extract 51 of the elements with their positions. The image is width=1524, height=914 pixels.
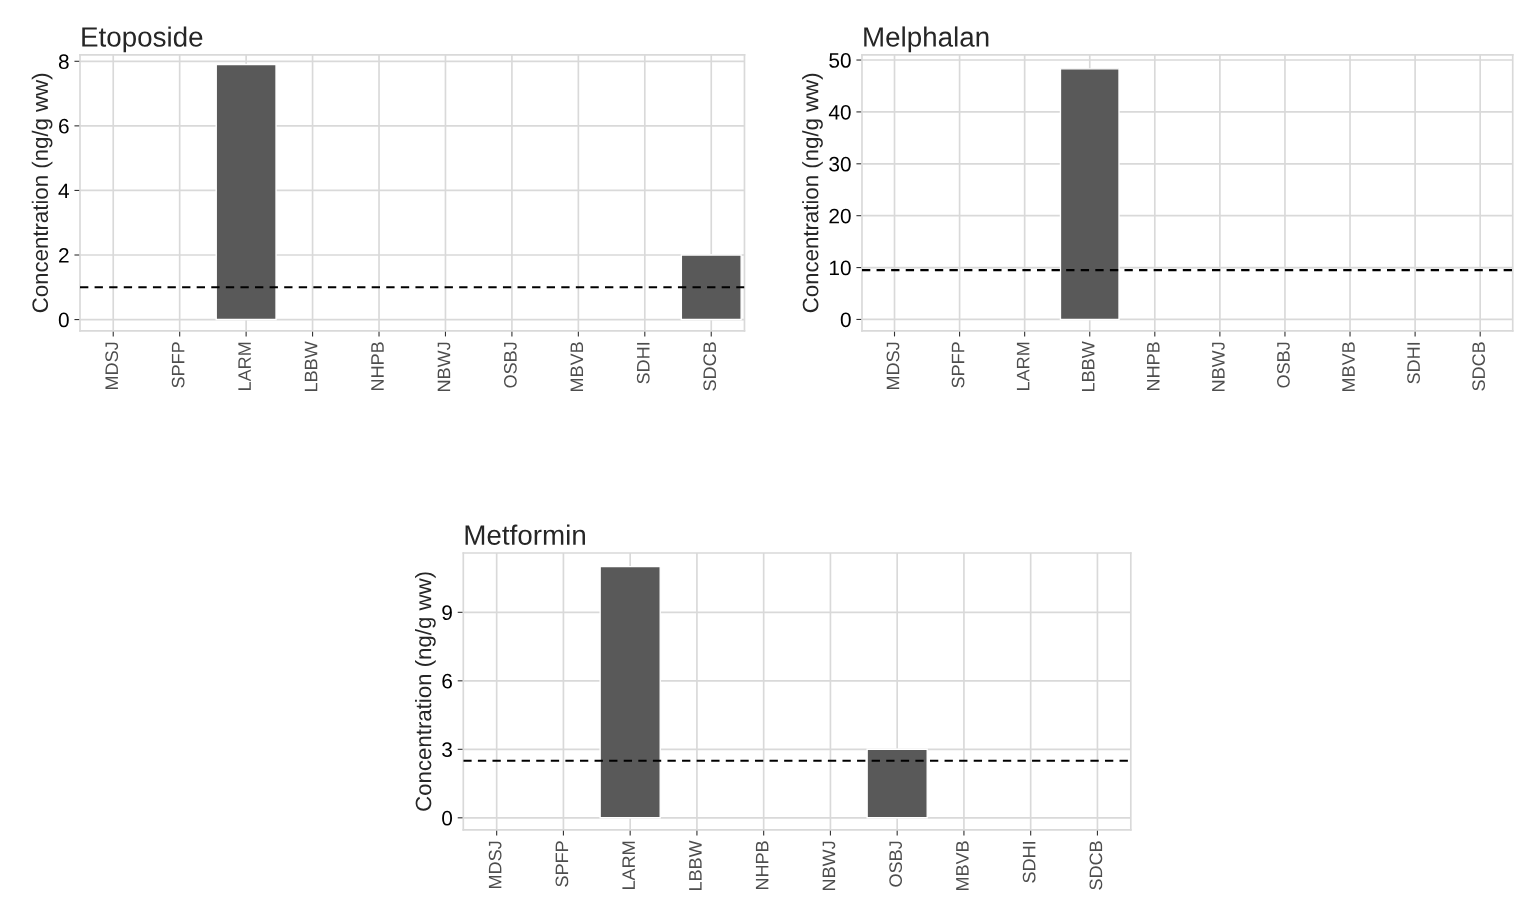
x-tick-label: LBBW xyxy=(1081,341,1095,391)
y-tick-label: 0 xyxy=(442,810,453,826)
y-tick-label: 40 xyxy=(828,104,851,120)
y-tick-label: 6 xyxy=(59,118,69,134)
x-tick-label: SDCB xyxy=(1472,342,1486,391)
x-tick-label: SPFP xyxy=(951,342,965,388)
chart-title: Etoposide xyxy=(82,26,203,53)
x-tick-label: NBWJ xyxy=(1212,342,1225,391)
x-tick-label: MDSJ xyxy=(886,342,900,389)
y-tick-label: 4 xyxy=(58,183,69,198)
x-tick-label: LARM xyxy=(1016,342,1030,390)
y-axis-title: Concentration (ng/g ww) xyxy=(415,572,436,811)
y-tick-label: 6 xyxy=(442,673,452,689)
x-tick-label: LBBW xyxy=(689,840,702,891)
y-tick-label: 2 xyxy=(59,248,69,263)
y-axis-title: Concentration (ng/g ww) xyxy=(802,73,823,313)
x-tick-label: SDCB xyxy=(703,342,717,391)
y-tick-label: 30 xyxy=(829,156,851,172)
x-tick-label: MDSJ xyxy=(488,841,502,888)
x-tick-label: SDHI xyxy=(1022,841,1036,883)
y-tick-label: 0 xyxy=(58,312,69,328)
x-tick-label: OSBJ xyxy=(503,342,517,388)
x-tick-label: NBWJ xyxy=(822,841,836,890)
x-tick-label: NHPB xyxy=(755,841,769,890)
x-tick-label: OSBJ xyxy=(1277,342,1290,388)
x-tick-label: SPFP xyxy=(171,342,185,388)
x-tick-label: MBVB xyxy=(570,342,584,391)
y-tick-label: 20 xyxy=(829,208,851,224)
x-tick-label: LBBW xyxy=(304,341,318,391)
x-tick-label: OSBJ xyxy=(889,841,903,887)
y-tick-label: 0 xyxy=(840,312,851,328)
y-tick-label: 3 xyxy=(442,742,452,758)
y-tick-label: 8 xyxy=(58,54,69,70)
x-tick-label: LARM xyxy=(238,342,251,390)
x-tick-label: NBWJ xyxy=(437,342,451,391)
x-tick-label: NHPB xyxy=(371,342,384,390)
x-tick-label: SDCB xyxy=(1089,841,1103,890)
chart-title: Metformin xyxy=(465,524,585,545)
y-tick-label: 10 xyxy=(829,260,851,276)
x-tick-label: MBVB xyxy=(956,841,969,891)
x-tick-label: SDHI xyxy=(636,342,650,384)
x-tick-label: SPFP xyxy=(555,841,569,887)
x-tick-label: MDSJ xyxy=(105,342,119,389)
x-tick-label: SDHI xyxy=(1407,342,1420,384)
x-tick-label: NHPB xyxy=(1147,342,1160,390)
x-tick-label: LARM xyxy=(622,841,635,890)
x-tick-label: MBVB xyxy=(1342,342,1355,391)
chart-title: Melphalan xyxy=(864,26,989,53)
y-tick-label: 9 xyxy=(442,605,452,621)
y-tick-label: 50 xyxy=(829,53,851,68)
y-axis-title: Concentration (ng/g ww) xyxy=(31,73,53,313)
